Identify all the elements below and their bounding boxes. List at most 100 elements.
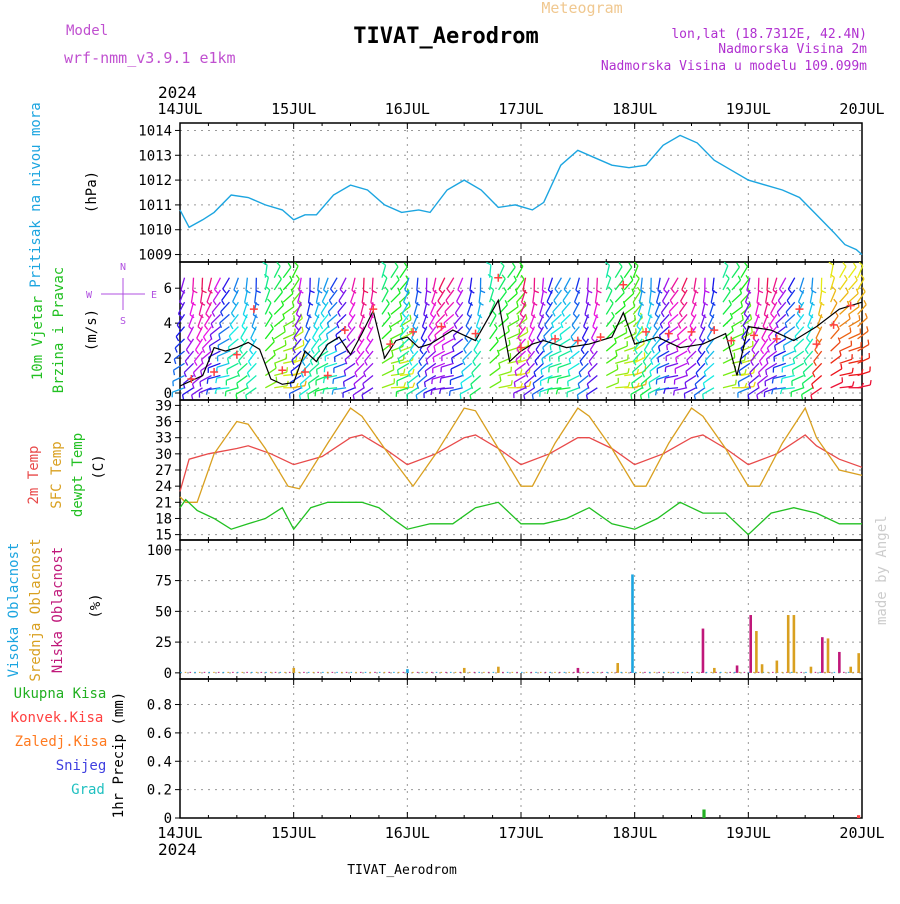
wind-barb-flag bbox=[729, 300, 731, 304]
wind-barb bbox=[831, 369, 842, 376]
cloud-baseline-bar bbox=[450, 672, 452, 673]
wind-barb bbox=[780, 278, 786, 289]
wind-barb-flag bbox=[570, 348, 572, 353]
wind-barb-flag bbox=[769, 325, 772, 329]
wind-barb-flag bbox=[760, 361, 762, 365]
wind-barb-flag bbox=[296, 275, 299, 279]
wind-barb-flag bbox=[841, 364, 842, 369]
cloud-baseline-bar bbox=[469, 672, 471, 673]
wind-barb bbox=[767, 278, 768, 291]
wind-barb bbox=[309, 290, 311, 303]
cloud-baseline-bar bbox=[351, 672, 353, 673]
cloud-baseline-bar bbox=[261, 672, 263, 673]
wind-barb-flag bbox=[788, 289, 791, 293]
cloud-baseline-bar bbox=[639, 672, 641, 673]
y-tick-label: 21 bbox=[155, 495, 172, 511]
wind-barb bbox=[508, 307, 518, 315]
wind-barb-flag bbox=[357, 350, 360, 354]
wind-barb bbox=[812, 278, 813, 291]
wind-barb-flag bbox=[742, 315, 743, 320]
cloud-baseline-bar bbox=[308, 672, 310, 673]
wind-barb bbox=[439, 278, 445, 290]
wind-barb-flag bbox=[314, 326, 318, 330]
wind-barb-flag bbox=[637, 326, 641, 330]
wind-barb bbox=[247, 363, 256, 372]
wind-barb-flag bbox=[496, 337, 498, 341]
wind-barb-flag bbox=[703, 394, 704, 399]
wind-barb bbox=[704, 363, 714, 372]
y-tick-label: 1009 bbox=[138, 248, 172, 264]
wind-barb-flag bbox=[724, 262, 728, 265]
temp-ylabel-1: 2m Temp bbox=[26, 445, 42, 504]
wind-barb-flag bbox=[659, 346, 660, 351]
cloud-baseline-bar bbox=[270, 672, 272, 673]
wind-barb-flag bbox=[420, 350, 423, 354]
wind-barb-flag bbox=[661, 313, 664, 317]
wind-barb-flag bbox=[772, 302, 776, 305]
wind-barb bbox=[738, 376, 749, 382]
wind-barb-flag bbox=[320, 325, 323, 329]
wind-barb-flag bbox=[347, 337, 350, 341]
wind-barb bbox=[347, 327, 355, 337]
cloud-baseline-bar bbox=[573, 672, 575, 673]
panel-frame bbox=[180, 540, 862, 679]
cloud-baseline-bar bbox=[819, 672, 821, 673]
y-tick-label: 24 bbox=[155, 479, 172, 495]
y-tick-label: 1012 bbox=[138, 173, 172, 189]
wind-barb-flag bbox=[811, 395, 812, 400]
wind-barb bbox=[651, 351, 660, 360]
wind-barb-flag bbox=[247, 373, 249, 378]
cloud-baseline-bar bbox=[204, 672, 206, 673]
cloud-baseline-bar bbox=[208, 672, 210, 673]
wind-barb-flag bbox=[656, 390, 657, 395]
wind-barb-flag bbox=[750, 314, 751, 319]
wind-barb bbox=[292, 386, 305, 388]
wind-barb bbox=[344, 376, 355, 382]
wind-barb-flag bbox=[447, 289, 450, 293]
wind-barb bbox=[606, 369, 617, 375]
model-elevation-label: Nadmorska Visina u modelu 109.099m bbox=[601, 59, 867, 74]
wind-barb-flag bbox=[366, 350, 369, 354]
wind-barb-flag bbox=[761, 350, 764, 354]
wind-barb-flag bbox=[454, 324, 456, 328]
wind-barb bbox=[202, 278, 203, 291]
wind-barb bbox=[786, 302, 795, 312]
wind-barb-flag bbox=[439, 289, 442, 293]
wind-barb bbox=[462, 363, 472, 371]
cloud-baseline-bar bbox=[805, 672, 807, 673]
wind-barb bbox=[687, 351, 696, 360]
cloud-baseline-bar bbox=[521, 672, 523, 673]
wind-barb-flag bbox=[575, 302, 579, 305]
wind-barb bbox=[812, 376, 822, 384]
wind-barb bbox=[426, 351, 436, 360]
wind-barb bbox=[684, 388, 696, 394]
wind-barb bbox=[571, 327, 579, 337]
wind-barb-flag bbox=[186, 350, 189, 354]
wind-barb-flag bbox=[207, 379, 208, 384]
wind-barb-flag bbox=[466, 326, 469, 330]
wind-barb-flag bbox=[438, 301, 441, 305]
cloud-baseline-bar bbox=[668, 672, 670, 673]
wind-barb-flag bbox=[573, 314, 576, 318]
wind-barb bbox=[785, 314, 795, 323]
wind-barb-flag bbox=[277, 262, 280, 266]
wind-barb-flag bbox=[546, 313, 549, 317]
wind-barb-flag bbox=[613, 325, 615, 330]
wind-barb-flag bbox=[404, 369, 405, 374]
y-tick-label: 75 bbox=[155, 574, 172, 590]
cloud-baseline-bar bbox=[772, 672, 774, 673]
wind-barb-flag bbox=[754, 382, 755, 387]
wind-barb-flag bbox=[698, 350, 701, 354]
wind-barb bbox=[664, 278, 669, 290]
y-tick-label: 0.2 bbox=[147, 783, 172, 799]
wind-barb bbox=[490, 368, 500, 376]
meteogram-title: Meteogram bbox=[541, 0, 622, 17]
wind-barb-flag bbox=[344, 371, 345, 376]
wind-barb bbox=[499, 345, 510, 351]
wind-barb bbox=[181, 278, 185, 290]
wind-barb bbox=[514, 376, 525, 383]
wind-barb-flag bbox=[579, 372, 581, 377]
cloud-baseline-bar bbox=[493, 672, 495, 673]
cloud-bar bbox=[577, 668, 580, 673]
cloud-baseline-bar bbox=[663, 672, 665, 673]
